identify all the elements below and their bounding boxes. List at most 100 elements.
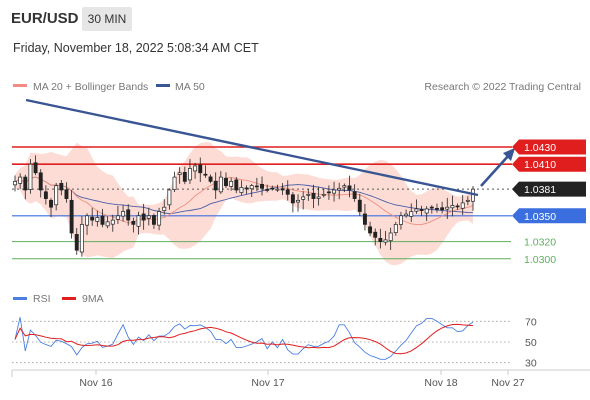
candle	[69, 190, 74, 239]
candle	[244, 185, 249, 195]
candle	[218, 171, 223, 194]
level-tag-1.0350	[512, 208, 586, 224]
candle	[172, 171, 177, 193]
timeframe-button[interactable]: 30 MIN	[82, 7, 132, 31]
candle	[115, 205, 120, 224]
candle	[424, 206, 429, 222]
candle	[234, 177, 239, 194]
candle	[285, 180, 290, 201]
source-credit: Research © 2022 Trading Central	[424, 81, 581, 93]
rsi-ma-legend: 9MA	[82, 293, 104, 305]
candle	[28, 158, 33, 194]
candle	[409, 203, 414, 222]
level-label-1.0350: 1.0350	[524, 211, 556, 223]
candle	[290, 191, 295, 213]
candle	[136, 211, 141, 235]
rsi-panel: 70 50 30	[12, 316, 537, 370]
candle	[445, 197, 450, 219]
candle	[296, 194, 300, 212]
trendline	[25, 98, 515, 197]
legend-ma50: MA 50	[175, 81, 205, 93]
candle	[198, 157, 203, 182]
level-tag-1.0430	[512, 139, 586, 155]
candle	[357, 193, 362, 216]
ma20-line	[14, 176, 474, 226]
level-label-1.0410: 1.0410	[524, 159, 556, 171]
level-tag-1.0381	[512, 181, 586, 197]
candle	[23, 174, 28, 200]
candle	[188, 159, 192, 184]
candle	[414, 199, 419, 214]
candle	[337, 182, 342, 200]
rsi-ma-legend-swatch	[62, 297, 76, 300]
candle	[110, 214, 115, 232]
moving-averages	[14, 176, 474, 226]
candle	[321, 188, 326, 198]
candle	[301, 191, 306, 210]
candle	[229, 177, 234, 191]
candle	[162, 199, 167, 215]
rsi-legend-swatch	[13, 297, 27, 300]
x-tick-label: Nov 16	[79, 377, 112, 389]
rsi-level-label-50: 50	[525, 337, 537, 349]
candle	[49, 198, 53, 217]
x-axis-ticks: Nov 16 Nov 17 Nov 18 Nov 27	[79, 370, 525, 389]
candle	[18, 173, 23, 189]
candle	[43, 185, 48, 205]
level-tag-1.0410	[512, 156, 586, 172]
candle	[393, 221, 398, 236]
candle	[383, 231, 388, 246]
candle	[460, 194, 465, 216]
x-tick-label: Nov 17	[251, 377, 284, 389]
legend-ma-bb-swatch	[13, 84, 27, 87]
level-labels: 1.0430 1.0410 1.0381 1.0350 1.0320 1.0300	[512, 139, 586, 266]
candle	[157, 207, 162, 231]
candle	[311, 184, 316, 209]
candle	[465, 196, 470, 206]
candle	[105, 216, 110, 229]
level-label-1.0381: 1.0381	[524, 184, 556, 196]
chart-header: EUR/USD 30 MIN	[0, 0, 590, 36]
candle	[146, 207, 151, 226]
rsi-ma-line	[14, 323, 474, 355]
candle	[121, 205, 126, 222]
candle	[151, 213, 156, 229]
rsi-line	[14, 317, 474, 360]
candle	[141, 203, 146, 230]
forecast-arrow-head	[503, 148, 515, 161]
candle	[177, 167, 182, 184]
candle	[280, 183, 285, 195]
candle	[100, 208, 105, 228]
candle	[254, 177, 259, 192]
candle	[59, 180, 64, 196]
candle	[239, 180, 244, 196]
candle	[455, 203, 460, 210]
candle	[33, 155, 38, 176]
legend-ma50-swatch	[156, 84, 170, 87]
candles	[13, 155, 475, 257]
candle	[208, 174, 213, 184]
candle	[167, 188, 172, 210]
candle	[373, 228, 378, 246]
x-tick-label: Nov 27	[491, 377, 524, 389]
candle	[79, 216, 84, 257]
rsi-legend: RSI	[33, 293, 51, 305]
candle	[352, 184, 357, 202]
candle	[404, 209, 409, 218]
candle	[270, 185, 275, 191]
bollinger-band	[15, 142, 473, 266]
candle	[435, 203, 439, 213]
ma50-line	[14, 176, 474, 215]
candle	[64, 182, 69, 203]
candle	[85, 213, 89, 235]
candle	[193, 162, 198, 179]
candle	[275, 184, 280, 192]
candle	[54, 182, 59, 211]
candle	[74, 227, 79, 255]
timestamp: Friday, November 18, 2022 5:08:34 AM CET	[13, 41, 259, 55]
candle	[13, 175, 17, 192]
candle	[213, 172, 218, 199]
level-label-1.0320: 1.0320	[524, 237, 556, 249]
candle	[429, 205, 434, 214]
